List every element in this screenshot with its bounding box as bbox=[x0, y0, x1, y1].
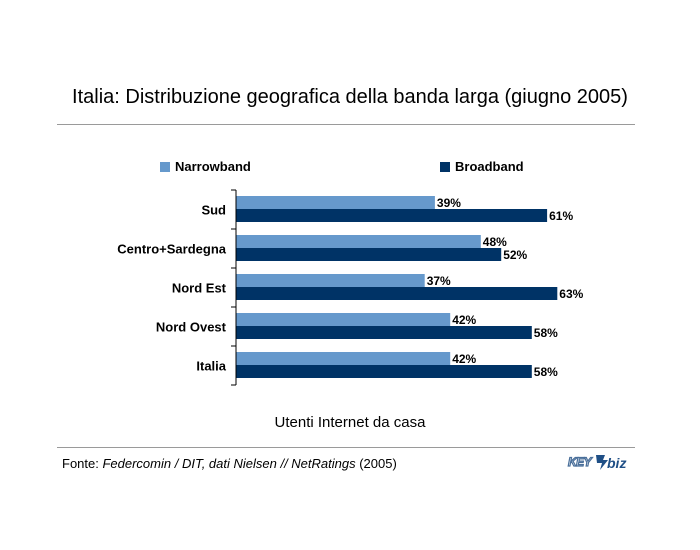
data-label-narrowband-sud: 39% bbox=[437, 196, 461, 210]
bar-narrowband-nord-ovest bbox=[236, 313, 451, 326]
data-label-broadband-italia: 58% bbox=[534, 365, 558, 379]
key4biz-logo: KEY biz bbox=[567, 454, 626, 471]
bar-narrowband-nord-est bbox=[236, 274, 425, 287]
category-label-centro-sardegna: Centro+Sardegna bbox=[117, 242, 226, 257]
bar-broadband-nord-ovest bbox=[236, 326, 532, 339]
legend-label-narrowband: Narrowband bbox=[175, 159, 251, 174]
chart-title: Italia: Distribuzione geografica della b… bbox=[72, 86, 628, 108]
data-label-narrowband-italia: 42% bbox=[452, 352, 476, 366]
data-label-broadband-nord-ovest: 58% bbox=[534, 326, 558, 340]
source-prefix: Fonte: bbox=[62, 456, 103, 471]
footer-divider bbox=[57, 447, 635, 448]
x-axis-label: Utenti Internet da casa bbox=[274, 414, 426, 431]
legend-item-narrowband: Narrowband bbox=[160, 159, 251, 174]
legend-swatch-broadband bbox=[440, 161, 450, 172]
data-label-broadband-sud: 61% bbox=[549, 209, 573, 223]
data-label-broadband-nord-est: 63% bbox=[559, 287, 583, 301]
source-citation: Federcomin / DIT, dati Nielsen // NetRat… bbox=[102, 456, 356, 471]
category-label-italia: Italia bbox=[196, 359, 226, 374]
data-label-broadband-centro-sardegna: 52% bbox=[503, 248, 527, 262]
bar-broadband-centro-sardegna bbox=[236, 248, 502, 261]
bar-narrowband-italia bbox=[236, 352, 451, 365]
svg-text:biz: biz bbox=[607, 455, 626, 471]
legend-item-broadband: Broadband bbox=[440, 159, 524, 174]
bar-narrowband-centro-sardegna bbox=[236, 235, 481, 248]
source-note: Fonte: Federcomin / DIT, dati Nielsen //… bbox=[62, 456, 397, 471]
data-label-narrowband-nord-est: 37% bbox=[427, 274, 451, 288]
category-label-sud: Sud bbox=[201, 203, 226, 218]
svg-text:KEY: KEY bbox=[568, 455, 593, 469]
source-suffix: (2005) bbox=[355, 456, 397, 471]
title-divider bbox=[57, 124, 635, 125]
bar-broadband-sud bbox=[236, 209, 548, 222]
category-label-nord-est: Nord Est bbox=[172, 281, 227, 296]
bar-broadband-nord-est bbox=[236, 287, 558, 300]
bar-broadband-italia bbox=[236, 365, 532, 378]
legend-label-broadband: Broadband bbox=[455, 159, 524, 174]
category-label-nord-ovest: Nord Ovest bbox=[156, 320, 227, 335]
data-label-narrowband-nord-ovest: 42% bbox=[452, 313, 476, 327]
legend-swatch-narrowband bbox=[160, 161, 170, 172]
chart-legend: Narrowband Broadband bbox=[0, 159, 700, 179]
data-label-narrowband-centro-sardegna: 48% bbox=[483, 235, 507, 249]
bar-narrowband-sud bbox=[236, 196, 435, 209]
